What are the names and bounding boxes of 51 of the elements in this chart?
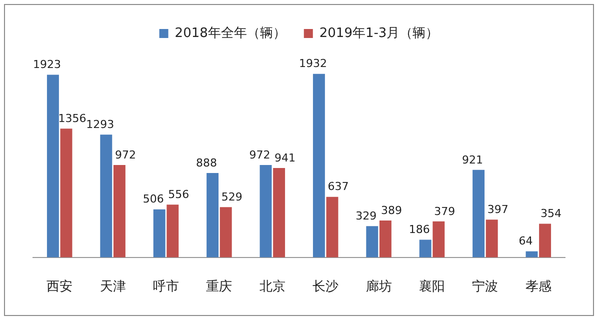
x-tick-label: 襄阳 (419, 278, 445, 295)
bar (379, 220, 392, 258)
x-tick-label: 呼市 (153, 280, 179, 295)
data-label: 186 (408, 223, 430, 236)
x-tick-label: 长沙 (312, 280, 339, 295)
x-tick-label: 孝感 (525, 280, 552, 295)
x-tick-label: 北京 (259, 280, 286, 295)
legend-label: 2019年1-3月（辆） (319, 26, 439, 41)
data-label: 637 (328, 180, 349, 194)
data-label: 329 (356, 210, 377, 223)
bar (472, 170, 485, 258)
bar (46, 74, 59, 258)
bar (113, 165, 126, 258)
bar (60, 128, 72, 258)
x-tick-label: 宁波 (472, 278, 498, 295)
data-label: 972 (249, 148, 270, 162)
x-tick-label: 重庆 (206, 280, 232, 295)
bar (432, 221, 445, 258)
bar (220, 207, 232, 258)
legend-label: 2018年全年（辆） (174, 26, 286, 41)
data-label: 506 (142, 192, 164, 206)
data-label: 354 (540, 207, 562, 220)
data-label: 397 (487, 203, 508, 216)
bar (100, 134, 112, 258)
data-label: 1356 (58, 112, 86, 125)
data-label: 921 (462, 153, 484, 166)
data-label: 529 (221, 190, 242, 204)
data-label: 1932 (298, 57, 327, 70)
data-label: 1923 (32, 58, 61, 72)
bar (326, 196, 338, 258)
x-tick-label: 西安 (46, 278, 73, 295)
x-tick-label: 天津 (100, 280, 126, 295)
bar (166, 204, 179, 258)
data-label: 1293 (86, 118, 114, 131)
bar (419, 240, 432, 258)
bar (312, 74, 325, 258)
bar (206, 173, 219, 258)
bar (260, 165, 272, 258)
data-label: 556 (168, 188, 190, 201)
data-label: 379 (434, 204, 456, 218)
bar (486, 220, 498, 258)
bar (153, 209, 166, 258)
bar (539, 224, 552, 258)
x-tick-label: 廊坊 (366, 278, 392, 295)
data-label: 972 (114, 148, 136, 162)
data-label: 389 (380, 204, 402, 217)
bar (366, 226, 378, 258)
data-label: 888 (196, 156, 218, 170)
data-label: 64 (518, 234, 533, 248)
data-label: 941 (274, 151, 296, 164)
bar (273, 168, 286, 258)
